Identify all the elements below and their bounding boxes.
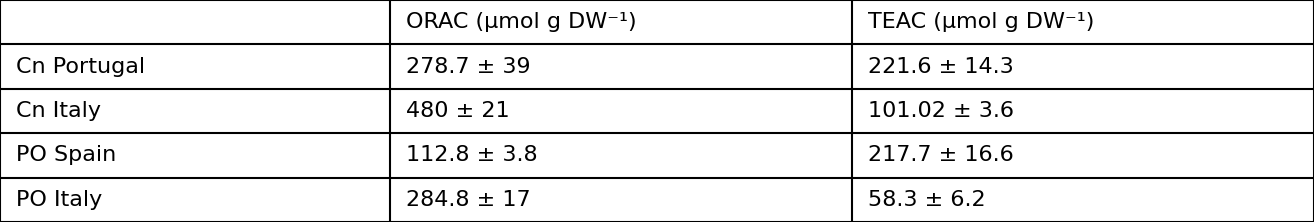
Text: 221.6 ± 14.3: 221.6 ± 14.3: [867, 57, 1013, 77]
Text: 217.7 ± 16.6: 217.7 ± 16.6: [867, 145, 1013, 165]
Text: TEAC (μmol g DW⁻¹): TEAC (μmol g DW⁻¹): [867, 12, 1095, 32]
Text: Cn Italy: Cn Italy: [16, 101, 101, 121]
Text: ORAC (μmol g DW⁻¹): ORAC (μmol g DW⁻¹): [406, 12, 636, 32]
Text: PO Italy: PO Italy: [16, 190, 102, 210]
Text: 101.02 ± 3.6: 101.02 ± 3.6: [867, 101, 1014, 121]
Text: 480 ± 21: 480 ± 21: [406, 101, 510, 121]
Text: 278.7 ± 39: 278.7 ± 39: [406, 57, 531, 77]
Text: 284.8 ± 17: 284.8 ± 17: [406, 190, 531, 210]
Text: 58.3 ± 6.2: 58.3 ± 6.2: [867, 190, 986, 210]
Text: Cn Portugal: Cn Portugal: [16, 57, 145, 77]
Text: PO Spain: PO Spain: [16, 145, 116, 165]
Text: 112.8 ± 3.8: 112.8 ± 3.8: [406, 145, 537, 165]
